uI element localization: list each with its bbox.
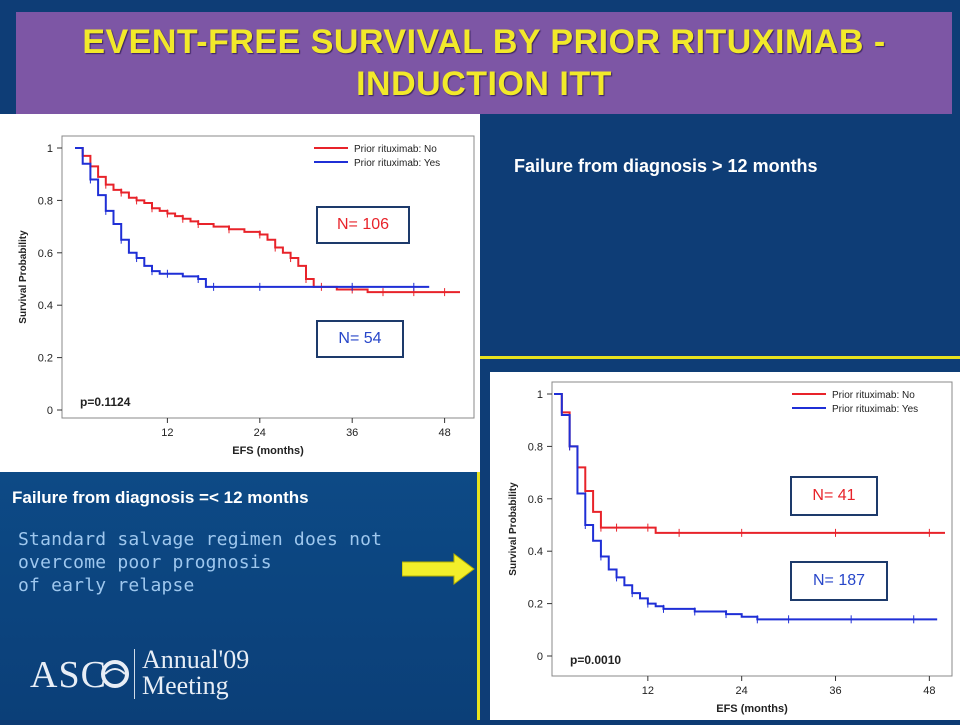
yellow-divider-horizontal bbox=[480, 356, 960, 359]
asco-logo: ASC Annual'09 Meeting bbox=[30, 645, 260, 705]
legend-label: Prior rituximab: Yes bbox=[354, 158, 440, 169]
p-value-label: p=0.0010 bbox=[570, 653, 621, 667]
asco-logo-text: ASC bbox=[30, 654, 107, 696]
logo-meeting: Meeting bbox=[142, 671, 229, 700]
title-bar: EVENT-FREE SURVIVAL BY PRIOR RITUXIMAB -… bbox=[16, 12, 952, 114]
x-axis-label: EFS (months) bbox=[232, 445, 304, 457]
y-tick-label: 0.2 bbox=[38, 353, 53, 365]
y-tick-label: 0 bbox=[47, 405, 53, 417]
series-line-yes bbox=[75, 147, 430, 288]
chart-1-svg: 0 0.2 0.4 0.6 0.8 1 12 24 36 48 EFS (months) Surviv… bbox=[18, 135, 475, 457]
x-tick-label: 48 bbox=[438, 427, 450, 439]
salvage-note: Standard salvage regimen does not overco… bbox=[18, 529, 383, 596]
y-axis-label: Survival Probability bbox=[18, 230, 29, 324]
chart-2-frame bbox=[551, 381, 953, 677]
n-box-chart2-yes: N= 187 bbox=[790, 561, 888, 601]
logo-annual-meeting: Annual'09 Meeting bbox=[142, 647, 249, 699]
n-box-chart1-yes: N= 54 bbox=[316, 320, 404, 358]
x-tick-label: 24 bbox=[254, 427, 266, 439]
y-tick-label: 0.6 bbox=[38, 248, 53, 260]
y-tick-label: 0.4 bbox=[528, 546, 543, 558]
chart-2-panel: 0 0.2 0.4 0.6 0.8 1 12 24 36 48 EFS (months) Surviv… bbox=[490, 372, 960, 720]
y-tick-label: 0.8 bbox=[38, 195, 53, 207]
logo-annual: Annual bbox=[142, 645, 219, 674]
legend-label: Prior rituximab: No bbox=[354, 144, 437, 155]
p-value-label: p=0.1124 bbox=[80, 395, 131, 409]
yellow-divider-vertical bbox=[477, 472, 480, 720]
y-tick-label: 0.6 bbox=[528, 494, 543, 506]
y-axis-label: Survival Probability bbox=[508, 482, 519, 576]
legend-label: Prior rituximab: No bbox=[832, 390, 915, 401]
chart-1-panel: 0 0.2 0.4 0.6 0.8 1 12 24 36 48 EFS (months) Surviv… bbox=[0, 114, 480, 472]
yellow-arrow-icon bbox=[402, 553, 475, 585]
n-label-chart2-yes: N= 187 bbox=[812, 572, 866, 589]
y-tick-label: 0.4 bbox=[38, 300, 53, 312]
y-tick-label: 0.8 bbox=[528, 441, 543, 453]
lower-left-panel-background bbox=[0, 470, 478, 720]
chart-2-svg: 0 0.2 0.4 0.6 0.8 1 12 24 36 48 EFS (months) Surviv… bbox=[508, 381, 953, 715]
legend-label: Prior rituximab: Yes bbox=[832, 404, 918, 415]
x-tick-label: 24 bbox=[736, 685, 748, 697]
n-box-chart2-no: N= 41 bbox=[790, 476, 878, 516]
logo-separator bbox=[134, 649, 135, 699]
chart-1-frame bbox=[61, 135, 475, 419]
n-label-chart1-no: N= 106 bbox=[336, 216, 390, 233]
y-tick-label: 0.2 bbox=[528, 599, 543, 611]
x-tick-label: 12 bbox=[642, 685, 654, 697]
x-tick-label: 36 bbox=[829, 685, 841, 697]
subtitle-early-failure: Failure from diagnosis =< 12 months bbox=[12, 488, 309, 507]
n-label-chart1-yes: N= 54 bbox=[338, 330, 382, 347]
y-tick-label: 1 bbox=[47, 143, 53, 155]
x-tick-label: 36 bbox=[346, 427, 358, 439]
asco-globe-icon bbox=[101, 660, 129, 688]
x-tick-label: 48 bbox=[923, 685, 935, 697]
y-tick-label: 1 bbox=[537, 389, 543, 401]
slide-title: EVENT-FREE SURVIVAL BY PRIOR RITUXIMAB -… bbox=[82, 23, 886, 103]
y-tick-label: 0 bbox=[537, 651, 543, 663]
subtitle-late-failure: Failure from diagnosis > 12 months bbox=[514, 156, 818, 176]
n-box-chart1-no: N= 106 bbox=[316, 206, 410, 244]
x-axis-label: EFS (months) bbox=[716, 703, 788, 715]
n-label-chart2-no: N= 41 bbox=[812, 487, 856, 504]
logo-year: '09 bbox=[218, 645, 250, 674]
x-tick-label: 12 bbox=[161, 427, 173, 439]
